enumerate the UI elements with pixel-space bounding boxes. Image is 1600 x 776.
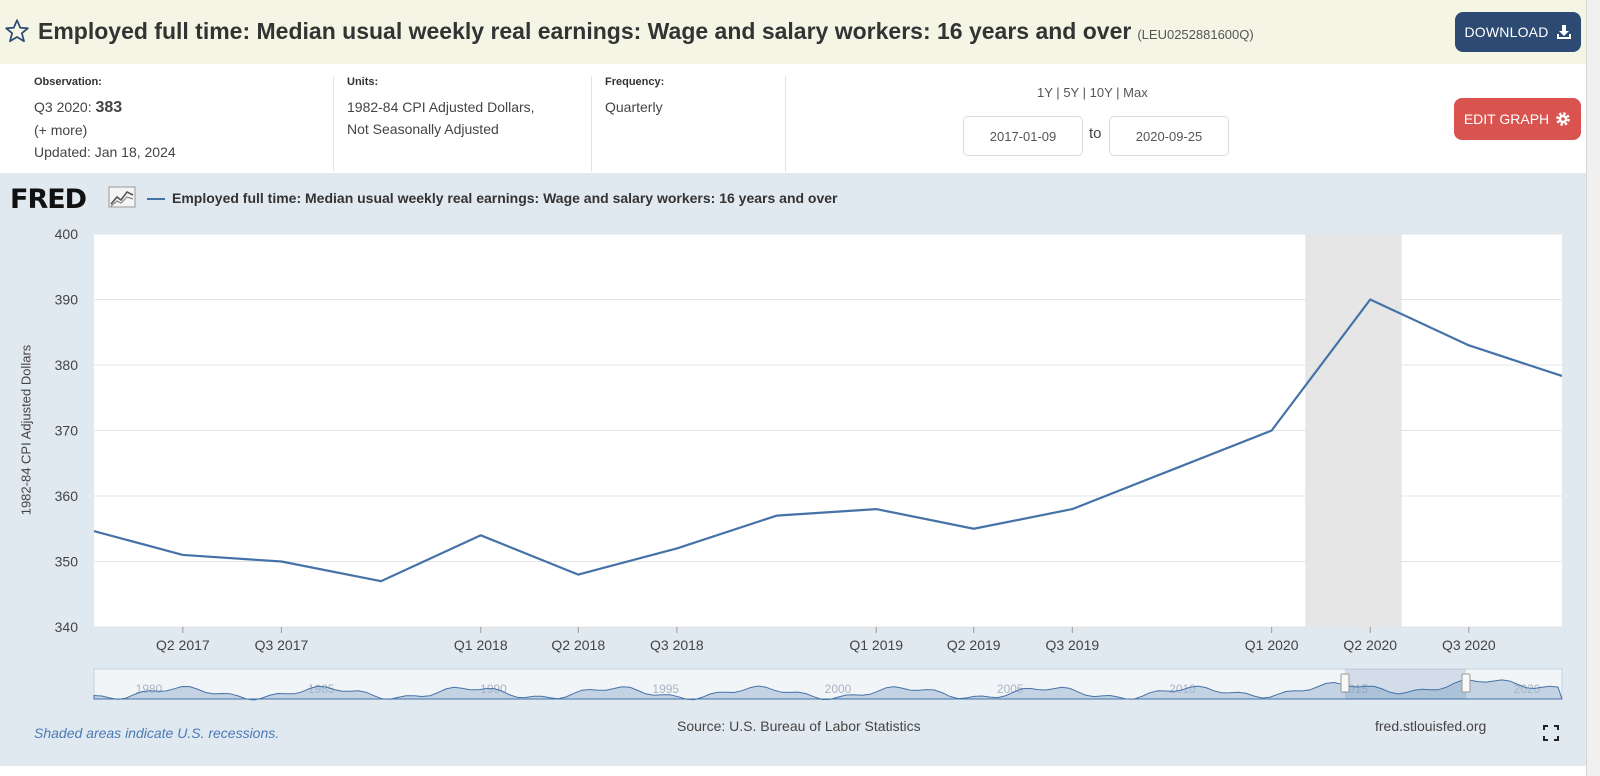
observation-value: 383 bbox=[95, 99, 123, 116]
data-point[interactable] bbox=[575, 572, 581, 578]
legend-label: Employed full time: Median usual weekly … bbox=[172, 190, 838, 206]
page-title: Employed full time: Median usual weekly … bbox=[38, 18, 1254, 45]
meta-divider bbox=[591, 76, 592, 172]
x-tick-label: Q3 2017 bbox=[255, 637, 309, 653]
data-point[interactable] bbox=[1367, 297, 1373, 303]
navigator-tick-label: 1995 bbox=[652, 682, 679, 696]
download-label: DOWNLOAD bbox=[1464, 24, 1549, 40]
data-point[interactable] bbox=[478, 532, 484, 538]
more-observations-link[interactable]: (+ more) bbox=[34, 122, 88, 138]
fred-graph-icon bbox=[108, 186, 136, 208]
data-point[interactable] bbox=[1169, 467, 1175, 473]
range-separator: | bbox=[1082, 85, 1086, 100]
fullscreen-icon[interactable] bbox=[1543, 725, 1559, 741]
x-tick-label: Q1 2018 bbox=[454, 637, 508, 653]
fred-logo[interactable]: FRED bbox=[10, 184, 87, 215]
y-tick-label: 380 bbox=[55, 357, 79, 373]
data-point[interactable] bbox=[378, 578, 384, 584]
window-scrollbar-edge[interactable] bbox=[1586, 0, 1600, 776]
range-selector: 1Y | 5Y | 10Y | Max bbox=[1037, 85, 1148, 100]
units-line-2: Not Seasonally Adjusted bbox=[347, 121, 499, 137]
meta-divider bbox=[333, 76, 334, 172]
gear-icon bbox=[1556, 112, 1570, 126]
range-separator: | bbox=[1056, 85, 1060, 100]
range-1y-link[interactable]: 1Y bbox=[1037, 85, 1053, 100]
y-tick-label: 340 bbox=[55, 619, 79, 635]
recession-note: Shaded areas indicate U.S. recessions. bbox=[34, 725, 280, 741]
observation-block: Observation: Q3 2020: 383 (+ more) Updat… bbox=[34, 76, 176, 163]
data-point[interactable] bbox=[873, 506, 879, 512]
range-separator: | bbox=[1116, 85, 1120, 100]
units-block: Units: 1982-84 CPI Adjusted Dollars, Not… bbox=[347, 76, 535, 140]
star-outline-icon[interactable] bbox=[4, 18, 30, 44]
range-10y-link[interactable]: 10Y bbox=[1089, 85, 1113, 100]
units-line-1: 1982-84 CPI Adjusted Dollars, bbox=[347, 99, 535, 115]
range-5y-link[interactable]: 5Y bbox=[1063, 85, 1079, 100]
x-tick-label: Q3 2020 bbox=[1442, 637, 1496, 653]
range-max-link[interactable]: Max bbox=[1123, 85, 1148, 100]
y-tick-label: 350 bbox=[55, 554, 79, 570]
units-label: Units: bbox=[347, 76, 379, 88]
x-tick-label: Q3 2019 bbox=[1045, 637, 1099, 653]
edit-graph-button[interactable]: EDIT GRAPH bbox=[1454, 98, 1581, 140]
start-date-input[interactable]: 2017-01-09 bbox=[963, 116, 1083, 156]
data-point[interactable] bbox=[1069, 506, 1075, 512]
navigator-series-area bbox=[93, 679, 1563, 701]
updated-date: Updated: Jan 18, 2024 bbox=[34, 144, 176, 160]
y-tick-label: 360 bbox=[55, 488, 79, 504]
data-point[interactable] bbox=[971, 526, 977, 532]
fred-site-link[interactable]: fred.stlouisfed.org bbox=[1375, 718, 1487, 734]
download-icon bbox=[1556, 25, 1571, 39]
data-point[interactable] bbox=[674, 545, 680, 551]
data-point[interactable] bbox=[180, 552, 186, 558]
legend-swatch bbox=[147, 198, 165, 200]
edit-graph-label: EDIT GRAPH bbox=[1463, 111, 1550, 127]
meta-divider bbox=[785, 76, 786, 172]
data-point[interactable] bbox=[278, 559, 284, 565]
download-button[interactable]: DOWNLOAD bbox=[1455, 12, 1581, 52]
source-text[interactable]: Source: U.S. Bureau of Labor Statistics bbox=[677, 718, 921, 734]
navigator-handle[interactable] bbox=[1461, 673, 1471, 693]
y-tick-label: 370 bbox=[55, 423, 79, 439]
x-tick-label: Q3 2018 bbox=[650, 637, 704, 653]
y-tick-label: 390 bbox=[55, 292, 79, 308]
observation-label: Observation: bbox=[34, 76, 102, 88]
frequency-label: Frequency: bbox=[605, 76, 665, 88]
x-tick-label: Q2 2018 bbox=[551, 637, 605, 653]
series-id: (LEU0252881600Q) bbox=[1137, 27, 1254, 42]
x-tick-label: Q1 2019 bbox=[849, 637, 903, 653]
x-tick-label: Q2 2019 bbox=[947, 637, 1001, 653]
series-line bbox=[94, 298, 1562, 583]
x-tick-label: Q2 2017 bbox=[156, 637, 210, 653]
navigator-tick-label: 2000 bbox=[825, 682, 852, 696]
data-point[interactable] bbox=[774, 513, 780, 519]
date-to-label: to bbox=[1089, 125, 1102, 142]
end-date-input[interactable]: 2020-09-25 bbox=[1109, 116, 1229, 156]
observation-period: Q3 2020: bbox=[34, 99, 92, 115]
data-point[interactable] bbox=[1269, 428, 1275, 434]
x-tick-label: Q1 2020 bbox=[1245, 637, 1299, 653]
y-tick-label: 400 bbox=[55, 226, 79, 242]
data-point[interactable] bbox=[1466, 342, 1472, 348]
series-header: Employed full time: Median usual weekly … bbox=[0, 0, 1586, 64]
navigator-handle[interactable] bbox=[1340, 673, 1350, 693]
frequency-value: Quarterly bbox=[605, 99, 663, 115]
navigator-selection[interactable] bbox=[1345, 669, 1466, 699]
frequency-block: Frequency: Quarterly bbox=[605, 76, 664, 118]
series-title: Employed full time: Median usual weekly … bbox=[38, 18, 1132, 44]
x-tick-label: Q2 2020 bbox=[1343, 637, 1397, 653]
